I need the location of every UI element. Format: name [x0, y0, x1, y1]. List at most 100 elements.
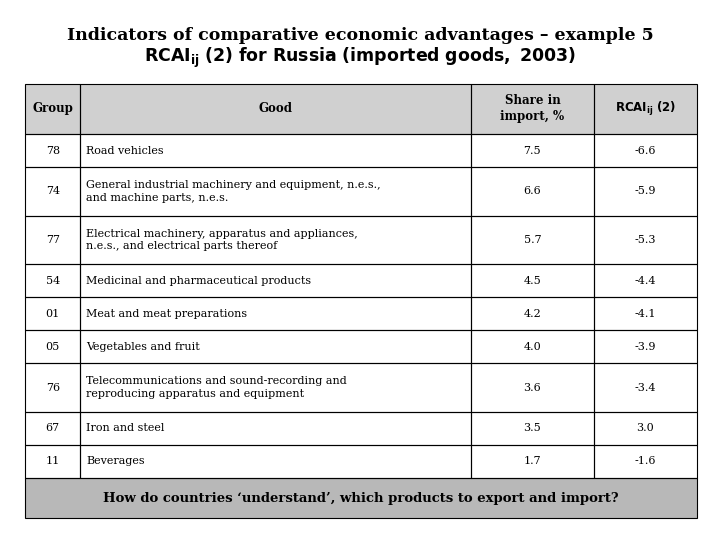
Text: 6.6: 6.6 [523, 186, 541, 197]
Text: -3.9: -3.9 [634, 342, 656, 352]
Bar [472, 363, 593, 412]
Bar [25, 216, 81, 264]
Bar [81, 363, 472, 412]
Bar [593, 363, 697, 412]
Bar [25, 84, 81, 134]
Bar [25, 445, 81, 478]
Bar [472, 445, 593, 478]
Text: -4.1: -4.1 [634, 309, 656, 319]
Bar [25, 298, 81, 330]
Text: 67: 67 [45, 423, 60, 434]
Text: 1.7: 1.7 [523, 456, 541, 467]
Bar [25, 134, 81, 167]
Text: 77: 77 [46, 235, 60, 245]
Bar [593, 216, 697, 264]
Bar [593, 445, 697, 478]
Bar [81, 216, 472, 264]
Bar [81, 264, 472, 298]
Bar [25, 330, 81, 363]
Text: General industrial machinery and equipment, n.e.s.,
and machine parts, n.e.s.: General industrial machinery and equipme… [86, 180, 381, 202]
Text: 4.2: 4.2 [523, 309, 541, 319]
Bar [81, 298, 472, 330]
Bar [593, 298, 697, 330]
Bar [81, 264, 472, 298]
Bar [593, 84, 697, 134]
Bar [472, 134, 593, 167]
Text: How do countries ‘understand’, which products to export and import?: How do countries ‘understand’, which pro… [103, 491, 619, 505]
Bar [472, 216, 593, 264]
Bar [25, 264, 81, 298]
Text: $\mathbf{RCAI_{ij}}$$\mathbf{\ (2)\ for\ Russia\ (imported\ goods,\ 2003)}$: $\mathbf{RCAI_{ij}}$$\mathbf{\ (2)\ for\… [144, 46, 576, 70]
Text: 4.5: 4.5 [523, 276, 541, 286]
Text: 74: 74 [45, 186, 60, 197]
Bar [593, 330, 697, 363]
Text: 54: 54 [45, 276, 60, 286]
Text: Group: Group [32, 103, 73, 116]
Text: Telecommunications and sound-recording and
reproducing apparatus and equipment: Telecommunications and sound-recording a… [86, 376, 347, 399]
Bar [593, 216, 697, 264]
Text: Indicators of comparative economic advantages – example 5: Indicators of comparative economic advan… [67, 26, 653, 44]
Bar [25, 412, 81, 445]
Text: 3.0: 3.0 [636, 423, 654, 434]
Bar [25, 330, 81, 363]
Bar [81, 445, 472, 478]
Bar [25, 264, 81, 298]
Bar [472, 84, 593, 134]
Bar [25, 84, 81, 134]
Bar [81, 167, 472, 216]
Bar [593, 445, 697, 478]
Text: 7.5: 7.5 [523, 146, 541, 156]
Text: -5.9: -5.9 [634, 186, 656, 197]
Bar [472, 298, 593, 330]
Text: 3.5: 3.5 [523, 423, 541, 434]
Text: Medicinal and pharmaceutical products: Medicinal and pharmaceutical products [86, 276, 311, 286]
Bar [472, 330, 593, 363]
Bar [81, 84, 472, 134]
Text: Share in
import, %: Share in import, % [500, 94, 564, 124]
Bar [472, 216, 593, 264]
Bar [81, 363, 472, 412]
Bar [81, 216, 472, 264]
Bar [81, 412, 472, 445]
Text: Road vehicles: Road vehicles [86, 146, 163, 156]
Bar [25, 363, 81, 412]
Text: Vegetables and fruit: Vegetables and fruit [86, 342, 199, 352]
Text: Iron and steel: Iron and steel [86, 423, 164, 434]
Text: 3.6: 3.6 [523, 383, 541, 393]
Bar [593, 298, 697, 330]
Text: 05: 05 [45, 342, 60, 352]
Bar [81, 298, 472, 330]
Bar [25, 478, 697, 518]
Bar [25, 363, 81, 412]
Text: 01: 01 [45, 309, 60, 319]
Bar [81, 134, 472, 167]
Bar [472, 134, 593, 167]
Bar [81, 330, 472, 363]
Bar [25, 445, 81, 478]
Bar [472, 445, 593, 478]
Text: Good: Good [258, 103, 293, 116]
Bar [472, 363, 593, 412]
Bar [593, 134, 697, 167]
Bar [25, 134, 81, 167]
Bar [593, 84, 697, 134]
Text: Meat and meat preparations: Meat and meat preparations [86, 309, 247, 319]
Bar [81, 84, 472, 134]
Text: -3.4: -3.4 [634, 383, 656, 393]
Bar [593, 264, 697, 298]
Bar [25, 216, 81, 264]
Text: 76: 76 [45, 383, 60, 393]
Bar [593, 363, 697, 412]
Bar [472, 167, 593, 216]
Bar [25, 478, 697, 518]
Text: 4.0: 4.0 [523, 342, 541, 352]
Bar [593, 134, 697, 167]
Bar [593, 167, 697, 216]
Text: 5.7: 5.7 [523, 235, 541, 245]
Text: $\mathbf{RCAI_{ij}}$$\mathbf{\ (2)}$: $\mathbf{RCAI_{ij}}$$\mathbf{\ (2)}$ [615, 100, 676, 118]
Text: -5.3: -5.3 [634, 235, 656, 245]
Bar [593, 412, 697, 445]
Text: Beverages: Beverages [86, 456, 145, 467]
Bar [81, 445, 472, 478]
Bar [81, 134, 472, 167]
